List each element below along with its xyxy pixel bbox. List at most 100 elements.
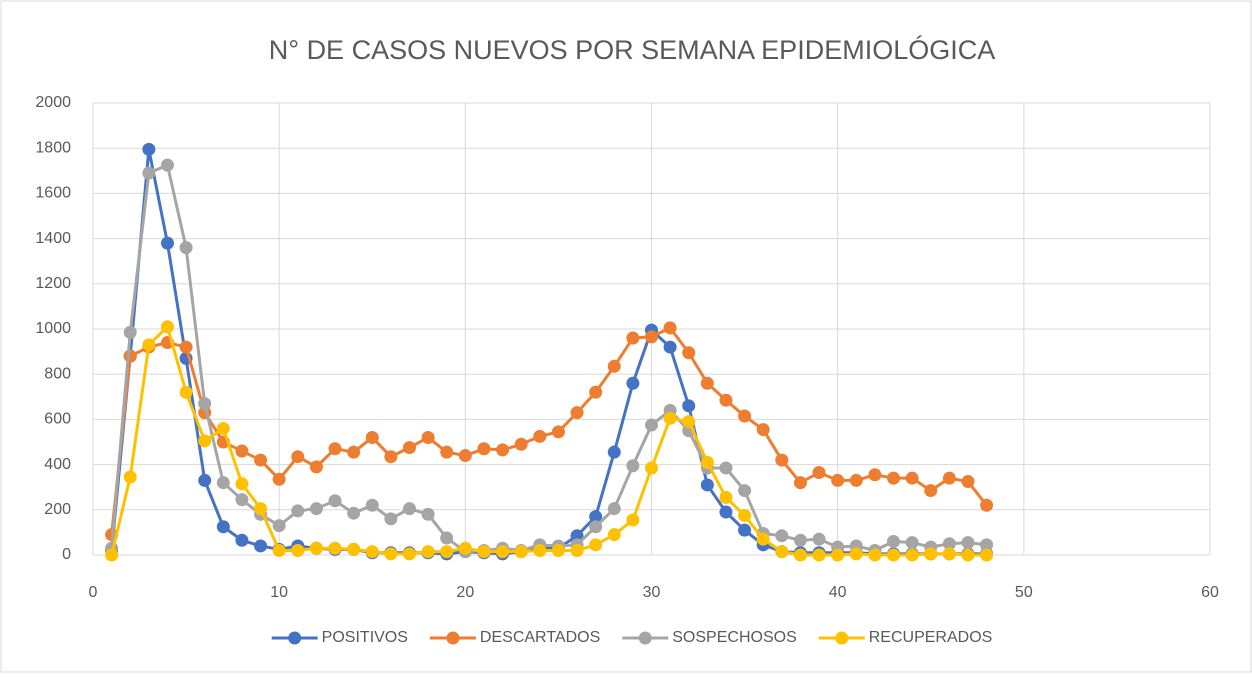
data-point [775,545,789,559]
data-point [142,142,156,156]
data-point [905,471,919,485]
data-point [235,493,249,507]
data-point [570,529,584,543]
data-point [235,533,249,547]
data-point [812,532,826,546]
data-point [570,406,584,420]
data-point [365,545,379,559]
data-point [738,508,752,522]
data-point [812,466,826,480]
data-point [440,531,454,545]
data-point [589,520,603,534]
chart-title: N° DE CASOS NUEVOS POR SEMANA EPIDEMIOLÓ… [269,34,995,65]
data-point [924,547,938,561]
data-point [831,548,845,562]
data-point [477,545,491,559]
data-point [700,455,714,469]
y-tick-label: 400 [44,456,71,473]
data-point [589,538,603,552]
x-tick-label: 10 [270,584,288,601]
data-point [756,423,770,437]
data-point [626,459,640,473]
data-point [980,498,994,512]
x-tick-label: 40 [829,584,847,601]
y-tick-label: 1000 [35,320,71,337]
data-point [719,505,733,519]
x-tick-label: 60 [1201,584,1219,601]
data-point [365,498,379,512]
data-point [198,434,212,448]
data-point [216,421,230,435]
data-point [607,528,621,542]
data-point [961,475,975,489]
data-point [402,547,416,561]
data-point [254,453,268,467]
data-point [347,542,361,556]
legend-label: SOSPECHOSOS [672,629,796,646]
data-point [626,376,640,390]
data-point [309,460,323,474]
data-point [924,484,938,498]
y-tick-label: 600 [44,411,71,428]
data-point [607,502,621,516]
data-point [551,543,565,557]
data-point [179,340,193,354]
data-point [756,532,770,546]
legend-label: DESCARTADOS [480,629,600,646]
data-point [533,429,547,443]
data-point [682,415,696,429]
data-point [551,425,565,439]
y-tick-label: 200 [44,501,71,518]
data-point [254,539,268,553]
data-point [645,330,658,344]
data-point [663,340,677,354]
data-point [775,453,789,467]
data-point [458,541,472,555]
data-point [942,537,956,551]
data-point [402,441,416,455]
y-tick-label: 800 [44,365,71,382]
data-point [961,548,975,562]
data-point [458,449,472,463]
data-point [793,476,807,490]
data-point [980,538,994,552]
data-point [421,507,435,521]
data-point [309,541,323,555]
data-point [682,399,696,413]
data-point [663,411,677,425]
y-tick-label: 1800 [35,139,71,156]
data-point [626,513,640,527]
data-point [887,548,901,562]
data-point [384,512,398,526]
data-point [347,506,361,520]
data-point [719,490,733,504]
data-point [216,476,230,490]
legend: POSITIVOS DESCARTADOS SOSPECHOSOS RECUPERAD… [271,629,992,646]
data-point [123,470,137,484]
data-point [421,545,435,559]
y-tick-label: 1400 [35,230,71,247]
data-point [105,548,119,562]
data-point [533,543,547,557]
data-point [607,445,621,459]
data-point [570,543,584,557]
legend-swatch-marker [835,631,849,645]
legend-swatch-marker [288,631,302,645]
data-point [942,547,956,561]
data-point [477,442,491,456]
legend-label: POSITIVOS [322,629,408,646]
data-point [738,409,752,423]
data-point [235,477,249,491]
data-point [402,502,416,516]
data-point [719,393,733,407]
data-point [700,478,714,492]
data-point [980,548,994,562]
data-point [272,472,286,486]
data-point [905,548,919,562]
data-point [496,545,510,559]
data-point [700,376,714,390]
data-point [589,510,603,524]
data-point [254,502,268,516]
data-point [123,349,137,363]
